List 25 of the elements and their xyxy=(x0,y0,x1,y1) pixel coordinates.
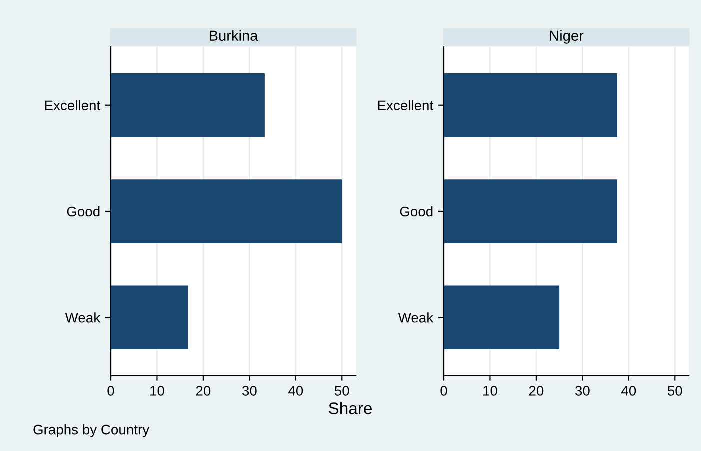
bar xyxy=(111,286,188,350)
x-tick-label: 40 xyxy=(622,386,636,396)
x-tick-label: 50 xyxy=(334,386,350,396)
x-tick-label: 40 xyxy=(288,386,304,396)
x-tick-label: 20 xyxy=(196,386,211,396)
chart-title: Burkina xyxy=(210,30,258,42)
text: Graphs by Country xyxy=(34,424,150,438)
bar xyxy=(111,74,265,138)
x-tick-label: 0 xyxy=(440,386,448,396)
y-tick-label: Weak xyxy=(398,312,434,323)
y-tick-label: Good xyxy=(400,206,433,217)
x-axis-title: Share xyxy=(329,402,372,414)
y-tick-label: Excellent xyxy=(45,100,100,111)
bar xyxy=(111,180,342,244)
y-tick-label: Excellent xyxy=(378,100,434,111)
x-tick-label: 30 xyxy=(242,386,257,396)
chart-title: Niger xyxy=(550,30,584,44)
x-tick-label: 10 xyxy=(150,386,164,396)
x-tick-label: 50 xyxy=(668,386,682,396)
x-tick-label: 0 xyxy=(108,386,114,396)
x-tick-label: 10 xyxy=(484,386,498,396)
y-tick-label: Weak xyxy=(65,312,101,323)
x-tick-label: 30 xyxy=(575,386,590,396)
y-tick-label: Good xyxy=(67,206,100,217)
x-tick-label: 20 xyxy=(529,386,544,396)
